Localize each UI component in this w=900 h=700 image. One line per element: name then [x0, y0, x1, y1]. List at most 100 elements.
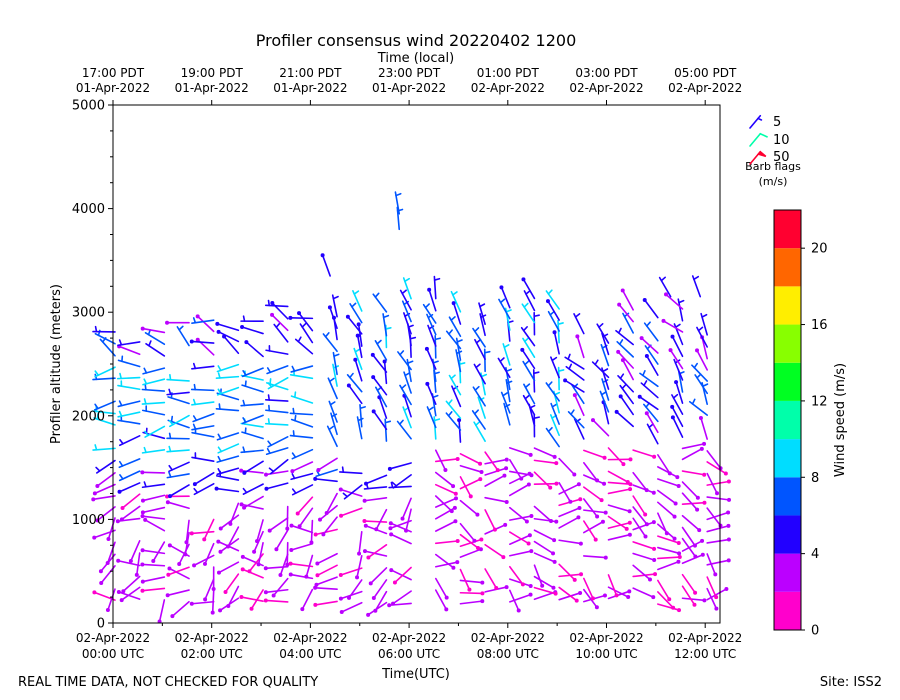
barb-shaft [141, 549, 166, 555]
barb-shaft [92, 495, 116, 501]
wind-barb [140, 587, 166, 593]
wind-barb [191, 452, 215, 462]
barb-calm-dot [300, 607, 305, 612]
barb-shaft [602, 401, 610, 425]
wind-barb [338, 487, 363, 497]
wind-barb [168, 414, 190, 428]
barb-shaft [314, 586, 338, 590]
barb-shaft [375, 508, 388, 531]
barb-half-tick [143, 367, 148, 374]
wind-barb [483, 348, 491, 373]
wind-barb [617, 373, 634, 393]
wind-barb [433, 275, 441, 300]
barb-shaft [215, 487, 240, 493]
wind-barb [533, 540, 556, 556]
barb-calm-dot [339, 609, 344, 614]
barb-shaft [190, 530, 215, 535]
wind-barb [674, 380, 684, 404]
barb-shaft [264, 565, 289, 570]
barb-calm-dot [226, 604, 231, 609]
barb-calm-dot [625, 480, 630, 485]
barb-calm-dot [628, 457, 633, 462]
barb-half-tick [168, 388, 172, 396]
wind-barb [285, 505, 290, 531]
barb-calm-dot [247, 569, 252, 574]
barb-shaft [434, 540, 459, 545]
barb-calm-dot [668, 348, 673, 353]
barb-shaft [657, 454, 671, 475]
wind-barb [215, 403, 240, 412]
barb-calm-dot [242, 470, 247, 475]
wind-barb [370, 352, 388, 373]
barb-half-tick [291, 473, 296, 480]
barb-calm-dot [387, 466, 392, 471]
wind-barb [434, 496, 458, 508]
wind-barb [346, 383, 363, 405]
wind-barb [92, 483, 116, 496]
wind-barb [558, 505, 582, 518]
barb-shaft [434, 520, 457, 532]
barb-shaft [675, 381, 684, 404]
wind-barb [313, 600, 338, 607]
wind-barb [291, 448, 314, 460]
wind-barb [403, 371, 412, 394]
barb-calm-dot [576, 515, 581, 520]
wind-barb [459, 579, 485, 585]
wind-barb [558, 539, 583, 546]
barb-calm-dot [501, 555, 506, 560]
barb-shaft [383, 360, 388, 385]
barb-calm-dot [479, 470, 484, 475]
barb-calm-dot [644, 354, 649, 359]
legend-label-10: 10 [773, 133, 790, 148]
barb-calm-dot [288, 572, 293, 577]
wind-barb [695, 348, 708, 371]
wind-barb [273, 322, 289, 343]
wind-barb [583, 498, 600, 519]
wind-barb [267, 377, 289, 390]
barb-shaft [227, 526, 240, 548]
legend-title-line1: Barb flags [745, 160, 801, 173]
wind-barb [706, 496, 732, 502]
x-tick-label-date: 02-Apr-2022 [273, 631, 347, 645]
barb-shaft [558, 483, 580, 495]
barb-half-tick [385, 327, 392, 330]
wind-barb [427, 287, 437, 312]
barb-shaft [211, 589, 215, 614]
wind-barb [244, 340, 264, 358]
barb-calm-dot [479, 537, 484, 542]
barb-shaft [374, 590, 388, 612]
y-tick-label: 0 [97, 617, 105, 632]
barb-shaft [317, 457, 338, 471]
barb-calm-dot [516, 608, 521, 613]
barb-shaft [607, 521, 631, 529]
wind-barb [143, 517, 166, 532]
barb-calm-dot [327, 305, 332, 310]
barb-calm-dot [195, 314, 200, 319]
barb-calm-dot [346, 595, 351, 600]
barb-calm-dot [242, 505, 247, 510]
barb-calm-dot [338, 596, 343, 601]
barb-calm-dot [285, 562, 290, 567]
wind-barb [642, 297, 659, 319]
barb-shaft [583, 449, 606, 459]
barb-shaft [681, 448, 703, 461]
wind-barb [289, 407, 314, 416]
barb-calm-dot [267, 528, 272, 533]
barb-calm-dot [183, 552, 188, 557]
barb-shaft [632, 495, 646, 516]
barb-calm-dot [324, 510, 329, 515]
barb-shaft [268, 517, 289, 532]
wind-barb [484, 451, 500, 473]
wind-barb [121, 575, 141, 594]
wind-barb [639, 336, 659, 354]
barb-half-tick [291, 488, 297, 494]
barb-calm-dot [529, 514, 534, 519]
colorbar-segment [774, 439, 801, 478]
barb-calm-dot [529, 473, 534, 478]
barb-calm-dot [290, 469, 295, 474]
barb-calm-dot [480, 599, 485, 604]
barb-calm-dot [289, 547, 294, 552]
chart-title: Profiler consensus wind 20220402 1200 [256, 31, 577, 50]
wind-barb [242, 460, 264, 475]
barb-shaft [508, 589, 520, 612]
